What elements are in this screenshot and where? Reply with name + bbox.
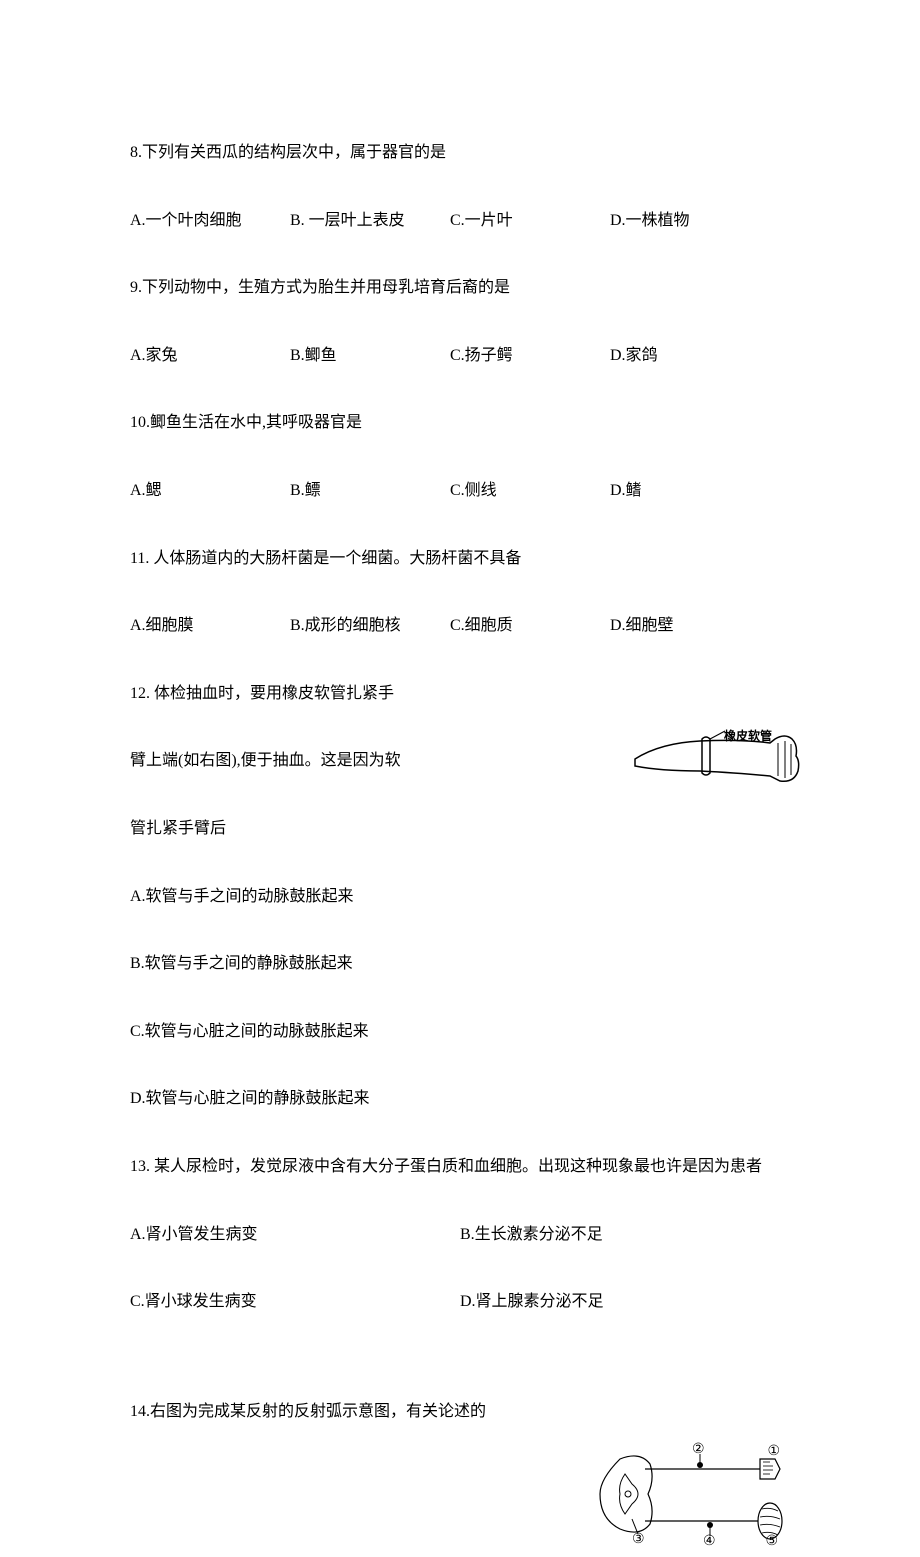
- reflex-diagram: ① ② ③ ④ ⑤: [590, 1429, 790, 1549]
- q8-options: A.一个叶肉细胞 B. 一层叶上表皮 C.一片叶 D.一株植物: [130, 208, 790, 234]
- q11-stem: 11. 人体肠道内的大肠杆菌是一个细菌。大肠杆菌不具备: [130, 546, 790, 572]
- q11-option-a: A.细胞膜: [130, 613, 290, 639]
- reflex-label-1: ①: [767, 1441, 780, 1463]
- q13-options: A.肾小管发生病变 B.生长激素分泌不足 C.肾小球发生病变 D.肾上腺素分泌不…: [130, 1222, 790, 1357]
- q8-option-c: C.一片叶: [450, 208, 610, 234]
- q12-line3: 管扎紧手臂后: [130, 816, 530, 842]
- question-14: 14.右图为完成某反射的反射弧示意图，有关论述的 ① ② ③: [130, 1399, 790, 1425]
- q12-text: 12. 体检抽血时，要用橡皮软管扎紧手 臂上端(如右图),便于抽血。这是因为软 …: [130, 681, 530, 842]
- q12-line2: 臂上端(如右图),便于抽血。这是因为软: [130, 748, 530, 774]
- reflex-label-5: ⑤: [765, 1531, 778, 1553]
- arm-label: 橡皮软管: [724, 727, 772, 746]
- reflex-label-2: ②: [692, 1439, 705, 1461]
- q9-stem: 9.下列动物中，生殖方式为胎生并用母乳培育后裔的是: [130, 275, 790, 301]
- q8-option-d: D.一株植物: [610, 208, 690, 234]
- question-11: 11. 人体肠道内的大肠杆菌是一个细菌。大肠杆菌不具备 A.细胞膜 B.成形的细…: [130, 546, 790, 639]
- q10-options: A.鳃 B.鳔 C.侧线 D.鳍: [130, 478, 790, 504]
- q9-option-a: A.家兔: [130, 343, 290, 369]
- q13-option-b: B.生长激素分泌不足: [460, 1222, 790, 1248]
- question-13: 13. 某人尿检时，发觉尿液中含有大分子蛋白质和血细胞。出现这种现象最也许是因为…: [130, 1154, 790, 1357]
- arm-svg: [630, 721, 810, 801]
- q11-option-c: C.细胞质: [450, 613, 610, 639]
- q8-option-a: A.一个叶肉细胞: [130, 208, 290, 234]
- q11-option-d: D.细胞壁: [610, 613, 674, 639]
- q9-option-d: D.家鸽: [610, 343, 658, 369]
- reflex-svg: [590, 1429, 790, 1549]
- q12-option-c: C.软管与心脏之间的动脉鼓胀起来: [130, 1019, 790, 1045]
- q11-options: A.细胞膜 B.成形的细胞核 C.细胞质 D.细胞壁: [130, 613, 790, 639]
- q13-option-a: A.肾小管发生病变: [130, 1222, 460, 1248]
- reflex-label-4: ④: [703, 1531, 716, 1553]
- question-10: 10.鲫鱼生活在水中,其呼吸器官是 A.鳃 B.鳔 C.侧线 D.鳍: [130, 410, 790, 503]
- q14-stem: 14.右图为完成某反射的反射弧示意图，有关论述的: [130, 1399, 550, 1425]
- q9-option-c: C.扬子鳄: [450, 343, 610, 369]
- q8-stem: 8.下列有关西瓜的结构层次中，属于器官的是: [130, 140, 790, 166]
- q9-option-b: B.鲫鱼: [290, 343, 450, 369]
- question-9: 9.下列动物中，生殖方式为胎生并用母乳培育后裔的是 A.家兔 B.鲫鱼 C.扬子…: [130, 275, 790, 368]
- q12-option-d: D.软管与心脏之间的静脉鼓胀起来: [130, 1086, 790, 1112]
- q12-line1: 12. 体检抽血时，要用橡皮软管扎紧手: [130, 681, 530, 707]
- q10-option-b: B.鳔: [290, 478, 450, 504]
- q10-option-c: C.侧线: [450, 478, 610, 504]
- q9-options: A.家兔 B.鲫鱼 C.扬子鳄 D.家鸽: [130, 343, 790, 369]
- q11-option-b: B.成形的细胞核: [290, 613, 450, 639]
- arm-diagram: 橡皮软管: [630, 721, 810, 801]
- q12-option-b: B.软管与手之间的静脉鼓胀起来: [130, 951, 790, 977]
- q8-option-b: B. 一层叶上表皮: [290, 208, 450, 234]
- q10-stem: 10.鲫鱼生活在水中,其呼吸器官是: [130, 410, 790, 436]
- q13-stem: 13. 某人尿检时，发觉尿液中含有大分子蛋白质和血细胞。出现这种现象最也许是因为…: [130, 1154, 790, 1180]
- question-12: 12. 体检抽血时，要用橡皮软管扎紧手 臂上端(如右图),便于抽血。这是因为软 …: [130, 681, 790, 1112]
- question-8: 8.下列有关西瓜的结构层次中，属于器官的是 A.一个叶肉细胞 B. 一层叶上表皮…: [130, 140, 790, 233]
- q12-option-a: A.软管与手之间的动脉鼓胀起来: [130, 884, 790, 910]
- q10-option-a: A.鳃: [130, 478, 290, 504]
- q12-options: A.软管与手之间的动脉鼓胀起来 B.软管与手之间的静脉鼓胀起来 C.软管与心脏之…: [130, 884, 790, 1112]
- reflex-label-3: ③: [632, 1529, 645, 1551]
- q10-option-d: D.鳍: [610, 478, 642, 504]
